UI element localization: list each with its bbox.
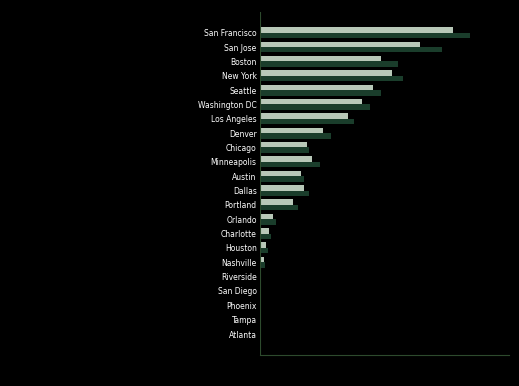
Bar — [260, 156, 312, 162]
Bar — [260, 61, 398, 67]
Bar — [260, 128, 323, 133]
Bar — [260, 200, 293, 205]
Bar — [260, 42, 420, 47]
Bar — [260, 76, 403, 81]
Bar — [260, 70, 392, 76]
Bar — [260, 171, 301, 176]
Bar — [255, 271, 260, 277]
Bar — [250, 286, 260, 291]
Bar — [226, 328, 260, 334]
Bar — [260, 99, 362, 104]
Bar — [260, 257, 264, 262]
Bar — [237, 320, 260, 325]
Bar — [260, 142, 307, 147]
Bar — [260, 104, 370, 110]
Bar — [260, 33, 470, 38]
Bar — [260, 47, 442, 52]
Bar — [260, 219, 276, 225]
Bar — [260, 27, 453, 33]
Bar — [260, 234, 270, 239]
Bar — [260, 205, 298, 210]
Bar — [260, 242, 266, 248]
Bar — [260, 176, 304, 182]
Bar — [260, 248, 268, 253]
Bar — [260, 191, 309, 196]
Bar — [257, 277, 260, 282]
Bar — [260, 113, 348, 119]
Bar — [260, 133, 332, 139]
Bar — [260, 214, 274, 219]
Bar — [260, 262, 265, 268]
Bar — [260, 147, 309, 153]
Bar — [260, 90, 381, 95]
Bar — [243, 300, 260, 305]
Bar — [260, 119, 353, 124]
Bar — [260, 162, 320, 167]
Bar — [235, 314, 260, 320]
Bar — [251, 291, 260, 296]
Bar — [229, 334, 260, 340]
Bar — [260, 56, 381, 61]
Bar — [245, 305, 260, 311]
Bar — [260, 85, 373, 90]
Bar — [260, 228, 269, 234]
Bar — [260, 185, 304, 191]
